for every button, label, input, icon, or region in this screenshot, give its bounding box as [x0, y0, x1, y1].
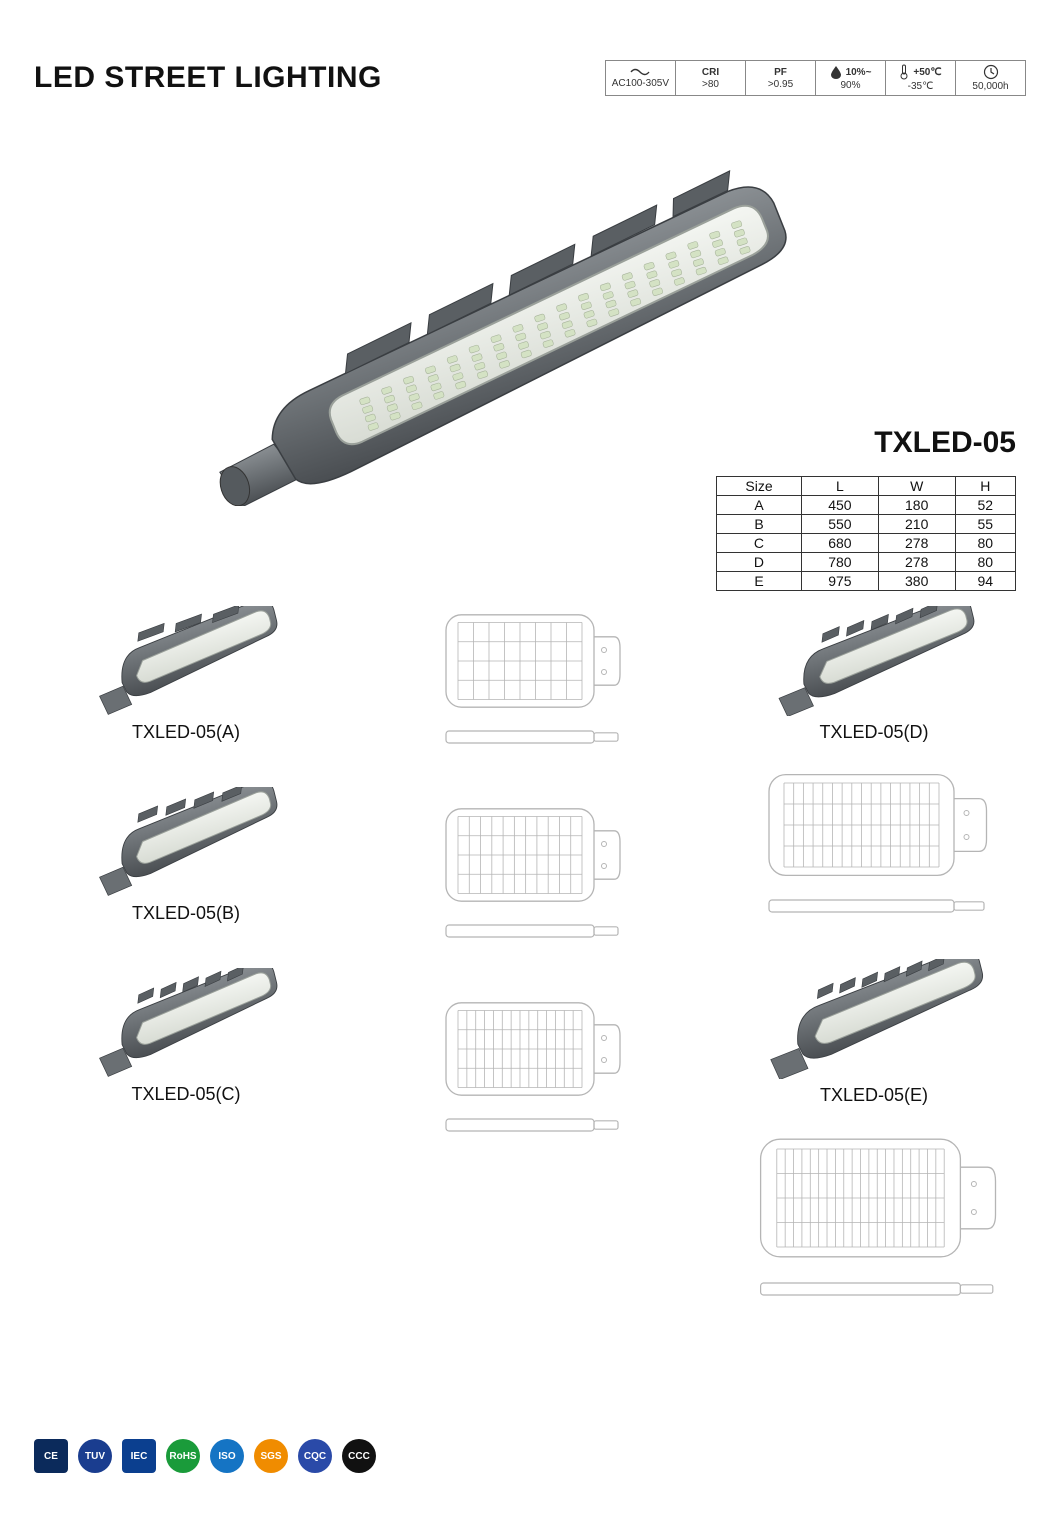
page-title: LED STREET LIGHTING [34, 61, 382, 95]
variant-label: TXLED-05(E) [820, 1085, 928, 1106]
table-cell: E [717, 572, 802, 591]
table-cell: 550 [801, 515, 878, 534]
variant-unit: TXLED-05(D) [759, 606, 989, 743]
spec-box: PF>0.95 [746, 60, 816, 96]
table-cell: 94 [955, 572, 1015, 591]
spec-box: CRI>80 [676, 60, 746, 96]
variant-unit: TXLED-05(B) [81, 787, 291, 924]
table-row: C68027880 [717, 534, 1016, 553]
spec-box: 10%~90% [816, 60, 886, 96]
drawing-group [430, 606, 630, 752]
cert-badge: ISO [210, 1439, 244, 1473]
technical-drawing-top [430, 800, 630, 910]
table-cell: 278 [878, 553, 955, 572]
technical-drawing-top [739, 1128, 1009, 1268]
model-name: TXLED-05 [874, 426, 1016, 460]
cert-badge: CE [34, 1439, 68, 1473]
table-cell: C [717, 534, 802, 553]
drawing-group [430, 800, 630, 946]
spec-box: AC100-305V [605, 60, 676, 96]
variant-gallery: TXLED-05(A) TXLED-05(B) TXLED-05(C) [34, 606, 1026, 1304]
table-cell: 680 [801, 534, 878, 553]
technical-drawing-side [749, 891, 999, 921]
table-cell: A [717, 496, 802, 515]
product-thumb [81, 606, 291, 716]
cert-badge: CCC [342, 1439, 376, 1473]
table-cell: D [717, 553, 802, 572]
table-row: D78027880 [717, 553, 1016, 572]
technical-drawing-side [739, 1274, 1009, 1304]
technical-drawing-top [749, 765, 999, 885]
table-cell: 780 [801, 553, 878, 572]
table-cell: 52 [955, 496, 1015, 515]
product-thumb [81, 787, 291, 897]
cert-badge: TUV [78, 1439, 112, 1473]
table-row: E97538094 [717, 572, 1016, 591]
spec-strip: AC100-305VCRI>80PF>0.9510%~90%+50℃-35℃50… [605, 60, 1026, 96]
gallery-col-mid-drawings [378, 606, 682, 1304]
table-header: H [955, 477, 1015, 496]
table-cell: B [717, 515, 802, 534]
gallery-col-left: TXLED-05(A) TXLED-05(B) TXLED-05(C) [34, 606, 338, 1304]
technical-drawing-side [430, 722, 630, 752]
table-cell: 80 [955, 534, 1015, 553]
product-thumb [749, 959, 999, 1079]
table-cell: 180 [878, 496, 955, 515]
size-table: SizeLWH A45018052B55021055C68027880D7802… [716, 476, 1016, 591]
header: LED STREET LIGHTING AC100-305VCRI>80PF>0… [34, 60, 1026, 96]
variant-label: TXLED-05(C) [131, 1084, 240, 1105]
technical-drawing-side [430, 1110, 630, 1140]
variant-unit: TXLED-05(A) [81, 606, 291, 743]
drawing-group [430, 994, 630, 1140]
variant-label: TXLED-05(B) [132, 903, 240, 924]
table-header: L [801, 477, 878, 496]
product-thumb [81, 968, 291, 1078]
variant-unit: TXLED-05(E) [749, 959, 999, 1106]
drawing-group [749, 765, 999, 921]
table-cell: 975 [801, 572, 878, 591]
variant-label: TXLED-05(D) [819, 722, 928, 743]
table-header: Size [717, 477, 802, 496]
cert-badge: IEC [122, 1439, 156, 1473]
technical-drawing-top [430, 994, 630, 1104]
certification-strip: CE TUV IEC RoHS ISO SGS CQC CCC [34, 1439, 376, 1473]
product-thumb [759, 606, 989, 716]
table-header: W [878, 477, 955, 496]
table-cell: 450 [801, 496, 878, 515]
table-cell: 55 [955, 515, 1015, 534]
variant-label: TXLED-05(A) [132, 722, 240, 743]
table-cell: 278 [878, 534, 955, 553]
gallery-col-right: TXLED-05(D) TXLED-05(E) [722, 606, 1026, 1304]
table-cell: 80 [955, 553, 1015, 572]
drawing-group [739, 1128, 1009, 1304]
spec-box: +50℃-35℃ [886, 60, 956, 96]
spec-box: 50,000h [956, 60, 1026, 96]
technical-drawing-top [430, 606, 630, 716]
cert-badge: RoHS [166, 1439, 200, 1473]
table-row: B55021055 [717, 515, 1016, 534]
product-hero-image [124, 126, 824, 506]
technical-drawing-side [430, 916, 630, 946]
table-cell: 210 [878, 515, 955, 534]
table-row: A45018052 [717, 496, 1016, 515]
table-cell: 380 [878, 572, 955, 591]
hero: TXLED-05 SizeLWH A45018052B55021055C6802… [34, 136, 1026, 566]
cert-badge: SGS [254, 1439, 288, 1473]
cert-badge: CQC [298, 1439, 332, 1473]
variant-unit: TXLED-05(C) [81, 968, 291, 1105]
